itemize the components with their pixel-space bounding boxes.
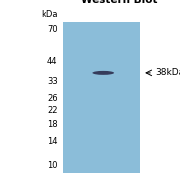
Text: kDa: kDa [41,10,58,19]
Text: 26: 26 [47,94,58,103]
Text: 22: 22 [47,106,58,115]
Text: 33: 33 [47,77,58,86]
Ellipse shape [92,71,114,75]
Text: 70: 70 [47,25,58,34]
Text: Western Blot: Western Blot [81,0,158,5]
Text: 14: 14 [47,137,58,146]
Bar [63,22,140,173]
Text: 38kDa: 38kDa [155,68,180,77]
Text: 10: 10 [47,161,58,170]
Text: 18: 18 [47,120,58,129]
Text: 44: 44 [47,57,58,66]
